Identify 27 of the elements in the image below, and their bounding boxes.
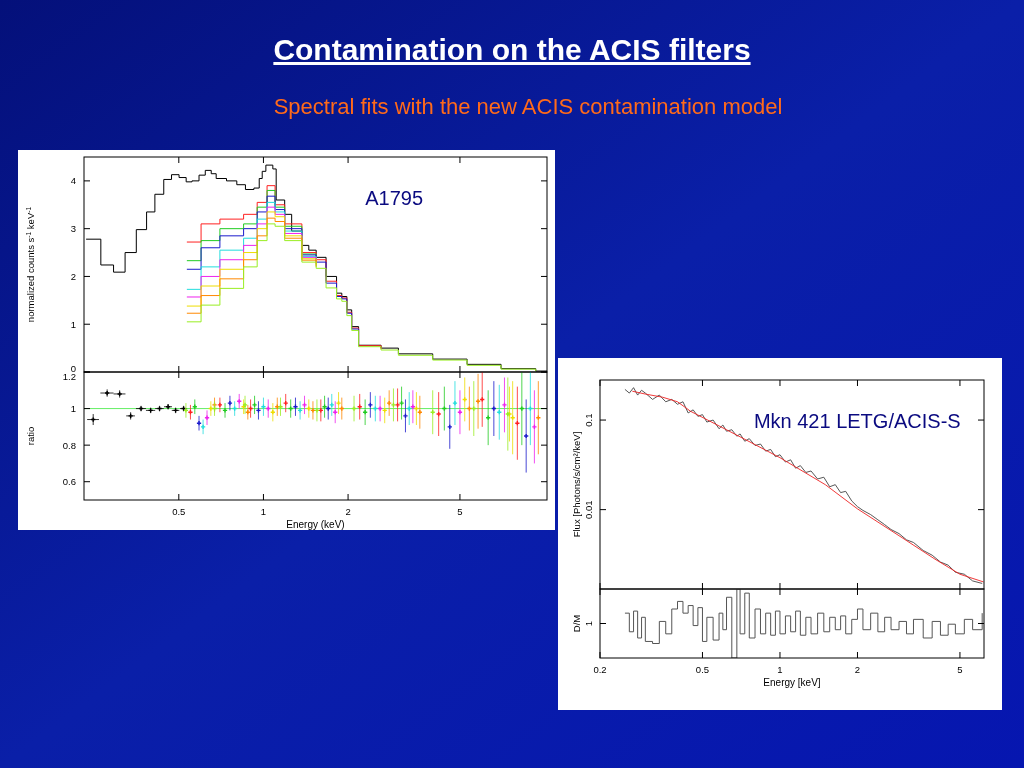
x-tick-label: 2 bbox=[345, 506, 351, 517]
y-axis-title: Flux [Photons/s/cm²/keV] bbox=[571, 431, 582, 538]
y-axis-title: D/M bbox=[571, 614, 582, 633]
x-tick-label: 2 bbox=[854, 664, 861, 675]
x-axis-title: Energy (keV) bbox=[286, 519, 345, 530]
x-tick-label: 0.2 bbox=[593, 664, 607, 675]
x-tick-label: 0.5 bbox=[695, 664, 710, 675]
x-tick-label: 0.5 bbox=[172, 506, 186, 517]
x-tick-label: 5 bbox=[457, 506, 463, 517]
y-tick-label: 2 bbox=[70, 270, 76, 282]
x-axis-title: Energy [keV] bbox=[763, 677, 821, 688]
y-tick-label: 0.8 bbox=[62, 439, 76, 451]
x-tick-label: 1 bbox=[260, 506, 267, 517]
y-tick-label: 0.6 bbox=[62, 476, 76, 488]
x-tick-label: 1 bbox=[777, 664, 783, 675]
y-axis-title: ratio bbox=[25, 426, 36, 446]
chart-subtitle: Spectral fits with the new ACIS contamination model bbox=[273, 94, 783, 119]
y-tick-label: 0.01 bbox=[583, 500, 594, 519]
y-tick-label: 3 bbox=[70, 223, 76, 235]
annotation: Mkn 421 LETG/ACIS-S bbox=[753, 410, 961, 432]
y-tick-label: 1 bbox=[70, 403, 76, 415]
y-tick-label: 4 bbox=[70, 175, 76, 187]
y-tick-label: 0.1 bbox=[583, 413, 594, 427]
y-tick-label: 1 bbox=[70, 318, 76, 330]
x-tick-label: 5 bbox=[957, 664, 963, 675]
chart-title: Contamination on the ACIS filters bbox=[273, 33, 751, 66]
annotation: A1795 bbox=[365, 187, 424, 209]
